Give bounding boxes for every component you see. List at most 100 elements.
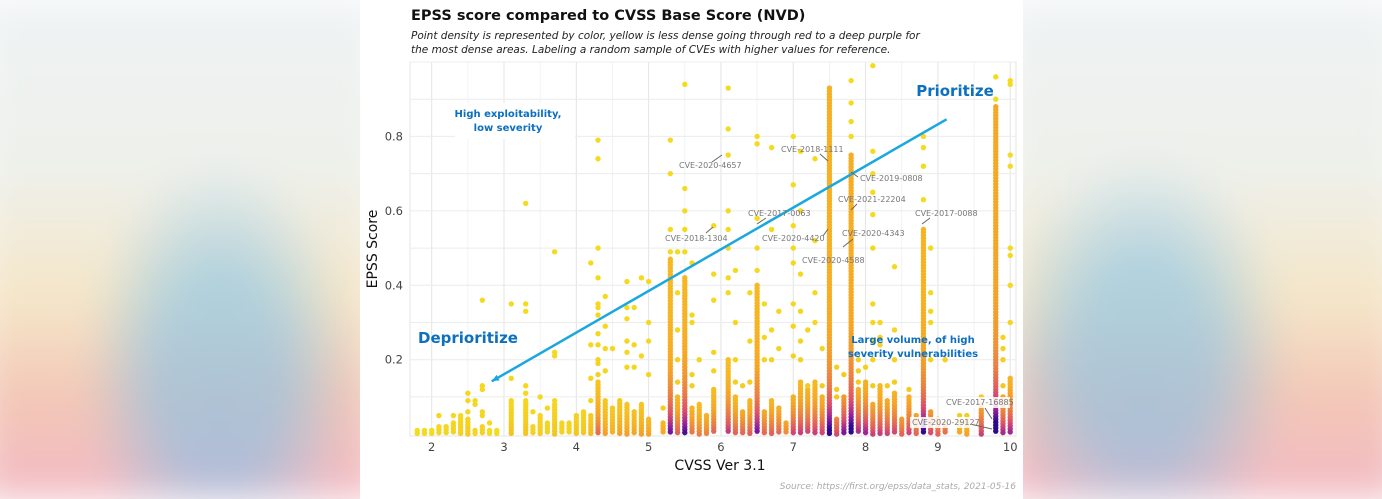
scatter-point: [754, 141, 760, 147]
scatter-point: [768, 357, 775, 363]
density-point: [660, 429, 666, 435]
scatter-point: [624, 364, 630, 370]
scatter-point: [790, 260, 796, 266]
scatter-point: [660, 405, 666, 411]
scatter-point: [638, 275, 645, 281]
scatter-point: [602, 293, 608, 300]
cve-label: CVE-2020-4420: [762, 234, 825, 243]
leader-line: [822, 228, 829, 237]
scatter-point: [790, 353, 796, 359]
scatter-point: [891, 327, 898, 333]
leader-line: [969, 423, 993, 430]
density-point: [790, 429, 796, 436]
density-point: [906, 429, 912, 436]
scatter-point: [797, 338, 804, 344]
arrow-head-icon: [491, 374, 500, 382]
cve-label: CVE-2020-4588: [802, 256, 865, 265]
cve-label: CVE-2017-16885: [946, 398, 1014, 407]
x-tick-label: 8: [862, 440, 869, 454]
cve-leader-lines: [705, 153, 993, 430]
scatter-point: [870, 148, 876, 155]
scatter-point: [645, 371, 652, 378]
scatter-point: [667, 249, 674, 255]
scatter-point: [588, 375, 594, 382]
density-point: [624, 431, 630, 437]
scatter-point: [927, 290, 934, 296]
density-point: [689, 429, 695, 435]
density-point: [956, 429, 963, 435]
scatter-point: [790, 182, 796, 188]
scatter-point: [588, 260, 594, 266]
scatter-points: [414, 63, 1013, 437]
density-point: [819, 429, 825, 436]
density-point: [711, 428, 717, 434]
scatter-point: [870, 301, 876, 307]
scatter-point: [551, 353, 558, 359]
scatter-point: [797, 148, 804, 155]
scatter-point: [805, 383, 811, 389]
scatter-point: [812, 319, 818, 326]
scatter-point: [472, 401, 478, 408]
scatter-point: [725, 226, 731, 233]
x-tick-label: 7: [790, 440, 797, 454]
scatter-point: [848, 118, 854, 125]
scatter-point: [790, 133, 796, 140]
cve-label: CVE-2017-0063: [748, 209, 811, 218]
density-point: [797, 429, 804, 436]
density-point: [935, 431, 941, 437]
scatter-point: [479, 386, 486, 393]
density-point: [414, 430, 420, 437]
scatter-point: [711, 271, 717, 277]
scatter-point: [819, 383, 825, 389]
source-note: Source: https://first.org/epss/data_stat…: [780, 482, 1016, 492]
scatter-point: [689, 319, 695, 326]
cve-label: CVE-2020-29127: [912, 418, 980, 427]
scatter-point: [956, 412, 963, 419]
density-point: [978, 431, 984, 437]
density-point: [1000, 429, 1006, 436]
leader-line: [850, 171, 859, 178]
density-point: [523, 430, 529, 437]
density-point: [754, 428, 760, 434]
scatter-point: [725, 290, 731, 296]
scatter-point: [877, 319, 883, 326]
scatter-point: [595, 360, 601, 367]
scatter-point: [682, 226, 688, 233]
density-point: [443, 429, 449, 436]
note-high-exploitability-line-2: low severity: [474, 123, 543, 134]
scatter-point: [595, 371, 601, 378]
scatter-point: [602, 345, 608, 352]
y-tick-label: 0.8: [385, 129, 403, 143]
density-point: [848, 429, 854, 435]
density-point: [805, 428, 811, 434]
scatter-point: [436, 412, 442, 419]
scatter-point: [624, 338, 630, 344]
scatter-point: [1000, 334, 1006, 341]
density-point: [609, 429, 616, 435]
density-point: [457, 430, 464, 437]
leader-line: [819, 153, 829, 162]
deprioritize-label: Deprioritize: [418, 329, 518, 347]
scatter-point: [479, 412, 486, 419]
y-tick-label: 0.6: [385, 204, 403, 218]
density-point: [1007, 429, 1013, 435]
scatter-point: [855, 357, 862, 363]
scatter-point: [761, 357, 768, 363]
scatter-point: [927, 319, 934, 326]
scatter-point: [841, 371, 847, 378]
scatter-point: [833, 394, 840, 400]
density-point: [703, 430, 710, 437]
scatter-point: [790, 323, 796, 329]
scatter-point: [805, 327, 811, 333]
scatter-point: [479, 297, 486, 303]
cve-label: CVE-2021-22204: [838, 195, 906, 204]
scatter-point: [595, 357, 601, 363]
scatter-point: [797, 308, 804, 315]
scatter-point: [551, 349, 558, 355]
scatter-point: [595, 304, 601, 311]
scatter-point: [624, 349, 630, 355]
scatter-point: [645, 319, 652, 326]
density-point: [631, 429, 637, 436]
density-point: [486, 430, 493, 437]
scatter-point: [624, 316, 630, 322]
